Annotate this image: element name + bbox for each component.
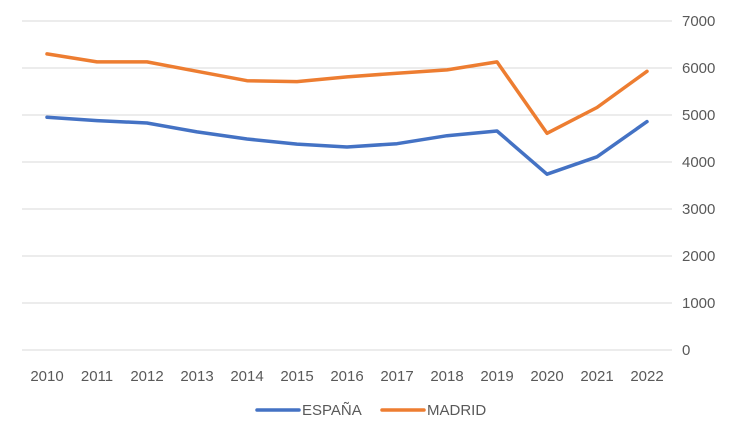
y-tick-label: 0 [682,342,690,359]
gridlines [22,20,672,351]
y-tick-label: 5000 [682,107,715,124]
x-tick-label: 2018 [430,368,463,385]
x-tick-label: 2017 [380,368,413,385]
y-tick-label: 4000 [682,154,715,171]
series-lines [45,52,649,176]
y-tick-label: 7000 [682,13,715,30]
x-tick-label: 2012 [130,368,163,385]
x-tick-label: 2019 [480,368,513,385]
y-tick-label: 3000 [682,201,715,218]
x-tick-label: 2021 [580,368,613,385]
legend: ESPAÑA MADRID [255,402,486,419]
legend-label-espa-a: ESPAÑA [302,402,362,419]
y-tick-label: 1000 [682,295,715,312]
y-tick-label: 6000 [682,60,715,77]
series-line-espa-a [45,115,649,176]
x-tick-label: 2016 [330,368,363,385]
x-tick-label: 2020 [530,368,563,385]
x-tick-label: 2010 [30,368,63,385]
x-tick-label: 2014 [230,368,263,385]
x-tick-label: 2013 [180,368,213,385]
y-axis-ticks: 0 1000 2000 3000 4000 5000 6000 7000 [682,13,715,359]
x-tick-label: 2011 [81,368,113,385]
legend-label-madrid: MADRID [427,402,486,419]
x-tick-label: 2022 [630,368,663,385]
x-tick-label: 2015 [280,368,313,385]
y-tick-label: 2000 [682,248,715,265]
x-axis-ticks: 2010 2011 2012 2013 2014 2015 2016 2017 2018 2019… [30,368,663,385]
